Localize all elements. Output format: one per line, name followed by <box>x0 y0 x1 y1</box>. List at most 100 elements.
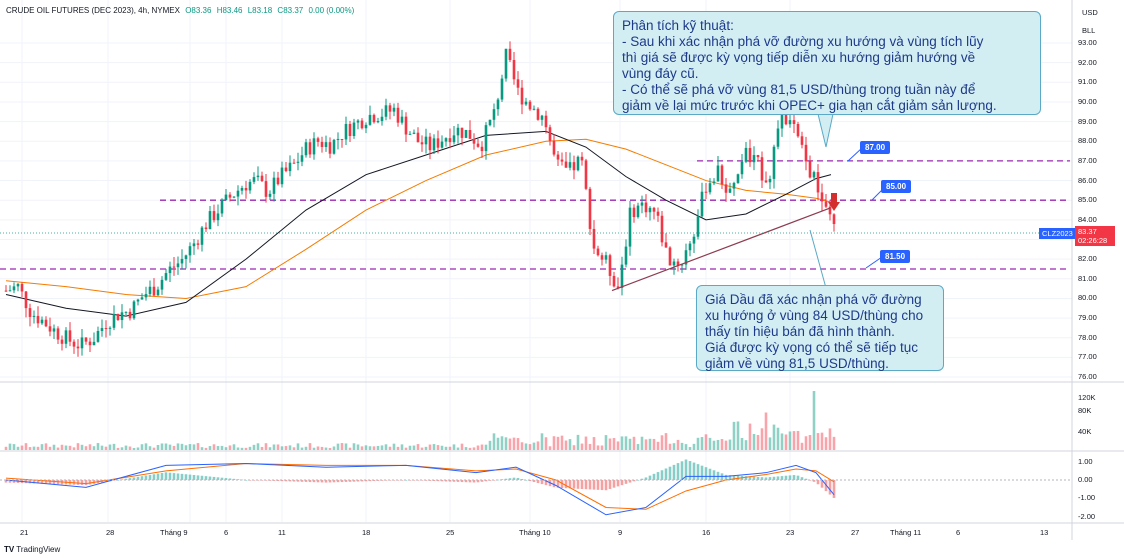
level-tag-87[interactable]: 87.00 <box>860 141 891 154</box>
macd-histogram-bar <box>28 480 32 484</box>
macd-histogram-bar <box>180 473 184 480</box>
candle-body <box>832 214 836 225</box>
candle-body <box>148 286 152 295</box>
price-tick: 91.00 <box>1078 77 1097 87</box>
macd-histogram-bar <box>280 480 284 482</box>
tradingview-logo[interactable]: TV TradingView <box>4 545 60 554</box>
price-tick: 78.00 <box>1078 332 1097 342</box>
candle-body <box>380 116 384 122</box>
candle-body <box>696 216 700 237</box>
volume-bar <box>540 433 544 450</box>
volume-bar <box>248 446 252 450</box>
macd-histogram-bar <box>676 463 680 480</box>
macd-histogram-bar <box>768 477 772 480</box>
candle-body <box>424 136 428 145</box>
unit-label[interactable]: BLL <box>1082 26 1096 35</box>
macd-histogram-bar <box>820 480 824 488</box>
candle-body <box>536 108 540 120</box>
volume-bar <box>780 433 784 450</box>
macd-histogram-bar <box>792 475 796 480</box>
volume-bar <box>328 447 332 450</box>
candle-body <box>496 99 500 110</box>
price-tick: 85.00 <box>1078 195 1097 205</box>
volume-bar <box>672 443 676 450</box>
candle-body <box>188 246 192 256</box>
volume-bar <box>524 443 528 450</box>
candle-body <box>260 175 264 182</box>
macd-histogram-bar <box>648 475 652 480</box>
macd-histogram-bar <box>144 475 148 480</box>
volume-bar <box>644 439 648 450</box>
volume-bar <box>252 444 256 450</box>
volume-bar <box>220 445 224 450</box>
volume-bar <box>96 443 100 450</box>
candle-body <box>488 119 492 126</box>
macd-histogram-bar <box>472 480 476 483</box>
analysis-callout-bottom[interactable]: Giá Dầu đã xác nhận phá vỡ đường xu hướn… <box>696 285 944 371</box>
volume-bar <box>400 444 404 450</box>
volume-bar <box>468 447 472 450</box>
macd-tick: -2.00 <box>1078 511 1096 521</box>
volume-bar <box>568 439 572 450</box>
macd-histogram-bar <box>832 480 836 498</box>
analysis-callout-top[interactable]: Phân tích kỹ thuật: - Sau khi xác nhận p… <box>613 11 1041 115</box>
candle-body <box>672 261 676 266</box>
candle-body <box>68 330 72 342</box>
macd-histogram-bar <box>624 480 628 484</box>
candle-body <box>524 101 528 105</box>
candle-body <box>648 207 652 213</box>
macd-histogram-bar <box>284 480 288 482</box>
volume-bar <box>108 444 112 450</box>
macd-histogram-bar <box>504 478 508 480</box>
volume-bar <box>360 446 364 450</box>
candle-body <box>592 228 596 249</box>
candle-body <box>20 283 24 292</box>
candle-body <box>132 301 136 319</box>
level-tag-81-5[interactable]: 81.50 <box>880 250 911 263</box>
macd-histogram-bar <box>12 480 16 483</box>
volume-bar <box>88 444 92 450</box>
logo-text: TradingView <box>16 545 61 554</box>
volume-bar <box>244 447 248 450</box>
volume-bar <box>228 445 232 450</box>
candle-body <box>172 266 176 268</box>
macd-histogram-bar <box>320 480 324 483</box>
volume-bar <box>464 447 468 450</box>
candle-body <box>224 194 228 200</box>
volume-bar <box>632 436 636 450</box>
candle-body <box>500 78 504 100</box>
level-tag-85[interactable]: 85.00 <box>881 180 912 193</box>
candle-body <box>680 264 684 266</box>
volume-bar <box>356 444 360 450</box>
macd-histogram-bar <box>812 480 816 482</box>
volume-bar <box>532 442 536 450</box>
macd-histogram-bar <box>608 480 612 489</box>
time-tick: 6 <box>224 528 229 537</box>
time-tick: 11 <box>278 528 286 537</box>
candle-body <box>512 59 516 80</box>
candle-body <box>564 161 568 168</box>
candle-body <box>212 211 216 221</box>
candle-body <box>256 175 260 178</box>
candle-body <box>608 255 612 276</box>
candle-body <box>660 215 664 243</box>
candle-body <box>36 315 40 324</box>
time-tick: 18 <box>362 528 371 537</box>
macd-histogram-bar <box>336 480 340 483</box>
volume-tick: 80K <box>1078 406 1092 415</box>
volume-bar <box>744 440 748 450</box>
volume-bar <box>12 444 16 450</box>
volume-bar <box>820 432 824 450</box>
macd-histogram-bar <box>224 478 228 480</box>
candle-body <box>632 207 636 218</box>
macd-histogram-bar <box>324 480 328 483</box>
candle-body <box>276 177 280 185</box>
candle-body <box>268 193 272 197</box>
volume-bar <box>56 447 60 450</box>
volume-bar <box>316 446 320 450</box>
volume-bar <box>68 445 72 450</box>
currency-label[interactable]: USD <box>1082 8 1098 17</box>
volume-bar <box>608 438 612 450</box>
candle-body <box>668 247 672 266</box>
